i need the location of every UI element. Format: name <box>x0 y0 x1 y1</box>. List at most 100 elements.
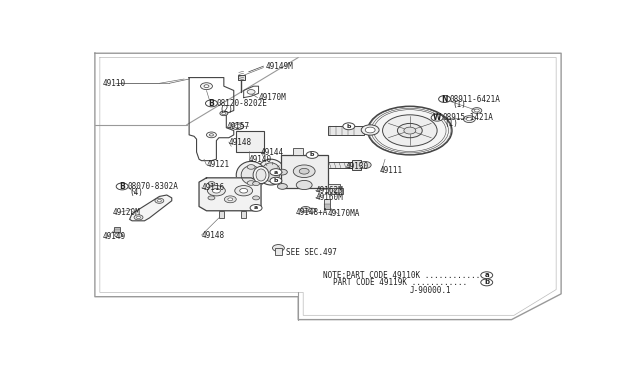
Text: 49170M: 49170M <box>259 93 286 102</box>
Circle shape <box>240 189 248 193</box>
Circle shape <box>247 181 255 185</box>
Circle shape <box>481 279 493 286</box>
Circle shape <box>296 180 312 190</box>
Circle shape <box>247 90 255 94</box>
Circle shape <box>361 125 379 135</box>
Text: b: b <box>274 178 278 183</box>
Text: 49149: 49149 <box>102 232 125 241</box>
Text: (1): (1) <box>445 119 458 128</box>
Ellipse shape <box>253 166 269 183</box>
Text: 49170MA: 49170MA <box>328 209 360 218</box>
Text: 49148: 49148 <box>229 138 252 147</box>
Circle shape <box>343 123 355 130</box>
Text: b: b <box>310 153 314 157</box>
Text: 49121: 49121 <box>207 160 230 169</box>
Circle shape <box>212 189 220 193</box>
Bar <box>324 199 330 209</box>
Text: 49160M: 49160M <box>316 193 343 202</box>
Text: B: B <box>209 99 214 108</box>
Text: (2): (2) <box>219 105 233 113</box>
Text: 49120M: 49120M <box>112 208 140 217</box>
Circle shape <box>300 169 309 174</box>
Ellipse shape <box>262 163 280 182</box>
Ellipse shape <box>241 166 261 184</box>
Text: SEE SEC.497: SEE SEC.497 <box>286 248 337 257</box>
Circle shape <box>472 108 482 113</box>
Circle shape <box>431 114 443 121</box>
Circle shape <box>404 127 416 134</box>
Text: N: N <box>442 94 448 103</box>
Circle shape <box>207 186 225 196</box>
Ellipse shape <box>256 169 266 181</box>
Circle shape <box>228 198 233 201</box>
Text: 49140: 49140 <box>249 155 272 164</box>
Circle shape <box>301 206 310 212</box>
Text: a: a <box>484 272 489 278</box>
Text: 49148: 49148 <box>202 231 225 240</box>
Circle shape <box>438 96 451 103</box>
Circle shape <box>253 196 260 200</box>
Bar <box>328 183 340 188</box>
Circle shape <box>367 106 452 155</box>
Bar <box>352 160 361 170</box>
Text: a: a <box>274 170 278 174</box>
Circle shape <box>293 165 315 177</box>
Text: a: a <box>254 205 258 211</box>
Circle shape <box>208 196 215 200</box>
Text: 49110: 49110 <box>102 79 125 88</box>
Circle shape <box>273 244 284 251</box>
Circle shape <box>253 182 260 186</box>
Circle shape <box>200 83 212 90</box>
Bar <box>275 248 282 255</box>
Circle shape <box>116 183 128 190</box>
Polygon shape <box>129 195 172 221</box>
Circle shape <box>136 216 141 218</box>
Circle shape <box>225 196 236 203</box>
Text: 49157: 49157 <box>227 122 250 131</box>
Bar <box>241 211 246 218</box>
Circle shape <box>235 186 253 196</box>
Circle shape <box>467 118 472 121</box>
Text: 08120-8202E: 08120-8202E <box>216 99 268 108</box>
Polygon shape <box>199 178 261 211</box>
Text: b: b <box>484 279 490 285</box>
Text: (4): (4) <box>129 187 143 197</box>
Circle shape <box>222 112 226 115</box>
Circle shape <box>270 169 282 176</box>
Circle shape <box>303 208 308 211</box>
Bar <box>328 189 343 193</box>
Circle shape <box>134 215 143 220</box>
Text: 49116: 49116 <box>202 183 225 192</box>
Circle shape <box>474 109 479 112</box>
Circle shape <box>247 165 255 169</box>
Text: J-90000.1: J-90000.1 <box>410 286 451 295</box>
Text: (1): (1) <box>452 100 466 109</box>
Text: NOTE:PART CODE 49110K ............: NOTE:PART CODE 49110K ............ <box>323 271 480 280</box>
Circle shape <box>157 200 161 202</box>
Text: 49130: 49130 <box>346 162 369 171</box>
Text: 49149M: 49149M <box>266 62 294 71</box>
Text: 08911-6421A: 08911-6421A <box>449 94 500 103</box>
Circle shape <box>250 205 262 211</box>
Text: 49148+A: 49148+A <box>296 208 328 217</box>
Circle shape <box>115 233 123 237</box>
Text: PART CODE 49119K ............: PART CODE 49119K ............ <box>333 278 467 287</box>
Circle shape <box>270 177 282 184</box>
Circle shape <box>207 132 216 138</box>
Bar <box>236 131 264 152</box>
Text: B: B <box>119 182 125 191</box>
Bar <box>328 162 360 168</box>
Circle shape <box>232 123 244 130</box>
Circle shape <box>220 111 228 116</box>
Bar <box>293 148 303 155</box>
Circle shape <box>205 100 218 107</box>
Circle shape <box>209 134 213 136</box>
Circle shape <box>365 127 375 133</box>
Text: 08915-1421A: 08915-1421A <box>442 113 493 122</box>
Text: 49111: 49111 <box>380 166 403 175</box>
Bar <box>219 211 224 218</box>
Circle shape <box>277 169 287 175</box>
Text: 49162M: 49162M <box>316 186 343 195</box>
Circle shape <box>306 151 318 158</box>
Text: 08070-8302A: 08070-8302A <box>127 182 178 191</box>
